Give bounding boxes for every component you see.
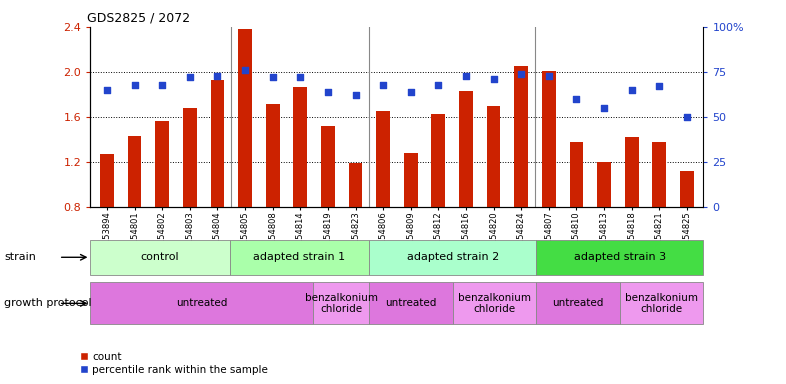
Text: growth protocol: growth protocol	[4, 298, 91, 308]
Point	[183, 74, 196, 81]
Text: untreated: untreated	[385, 298, 436, 308]
Bar	[570, 142, 583, 207]
Point	[570, 96, 582, 102]
Text: benzalkonium
chloride: benzalkonium chloride	[458, 293, 531, 314]
Bar	[238, 29, 252, 207]
Text: benzalkonium
chloride: benzalkonium chloride	[625, 293, 698, 314]
Text: control: control	[141, 252, 179, 262]
Point	[460, 73, 472, 79]
Point	[487, 76, 500, 82]
Point	[515, 71, 527, 77]
Bar	[514, 66, 528, 207]
Text: strain: strain	[4, 252, 36, 262]
Point	[294, 74, 307, 81]
Point	[653, 83, 666, 89]
Bar	[127, 136, 141, 207]
Text: adapted strain 2: adapted strain 2	[406, 252, 499, 262]
Bar	[542, 71, 556, 207]
Bar	[597, 162, 611, 207]
Point	[376, 81, 389, 88]
Bar	[459, 91, 473, 207]
Bar	[266, 104, 280, 207]
Text: benzalkonium
chloride: benzalkonium chloride	[305, 293, 378, 314]
Bar	[349, 163, 362, 207]
Legend: count, percentile rank within the sample: count, percentile rank within the sample	[80, 352, 268, 375]
Point	[542, 73, 555, 79]
Bar	[487, 106, 501, 207]
Bar	[321, 126, 335, 207]
Point	[681, 114, 693, 120]
Bar	[680, 171, 694, 207]
Point	[239, 67, 252, 73]
Bar	[211, 80, 224, 207]
Point	[156, 81, 168, 88]
Bar	[156, 121, 169, 207]
Text: untreated: untreated	[553, 298, 604, 308]
Bar	[100, 154, 114, 207]
Bar	[293, 87, 307, 207]
Bar	[376, 111, 390, 207]
Text: adapted strain 3: adapted strain 3	[574, 252, 666, 262]
Point	[211, 73, 224, 79]
Point	[626, 87, 638, 93]
Text: untreated: untreated	[176, 298, 227, 308]
Point	[349, 93, 362, 99]
Text: adapted strain 1: adapted strain 1	[253, 252, 346, 262]
Point	[598, 105, 611, 111]
Point	[432, 81, 445, 88]
Point	[128, 81, 141, 88]
Text: GDS2825 / 2072: GDS2825 / 2072	[87, 11, 190, 24]
Bar	[432, 114, 445, 207]
Point	[266, 74, 279, 81]
Point	[321, 89, 334, 95]
Bar	[183, 108, 196, 207]
Bar	[404, 153, 417, 207]
Bar	[625, 137, 638, 207]
Point	[101, 87, 113, 93]
Bar	[652, 142, 667, 207]
Point	[405, 89, 417, 95]
